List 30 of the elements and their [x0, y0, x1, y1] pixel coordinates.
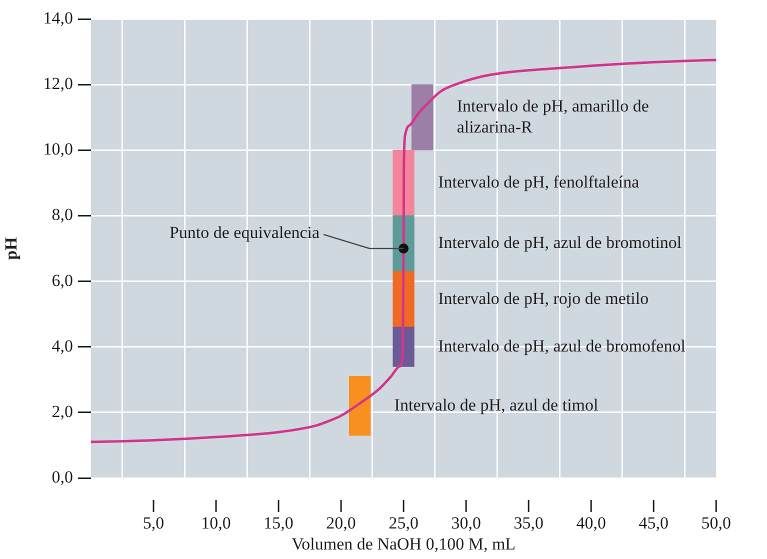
- series-label: Intervalo de pH, rojo de metilo: [438, 288, 649, 308]
- series-label: Intervalo de pH, amarillo de alizarina-R: [456, 96, 649, 136]
- series-label: Intervalo de pH, fenolftaleína: [438, 172, 640, 192]
- x-tick-label: 50,0: [701, 514, 731, 533]
- bar: [411, 84, 434, 150]
- x-tick-label: 30,0: [451, 514, 481, 533]
- series-label: Intervalo de pH, azul de timol: [394, 395, 599, 414]
- x-tick-label: 45,0: [638, 514, 668, 533]
- x-tick-label: 35,0: [514, 514, 544, 533]
- x-tick-label: 40,0: [576, 514, 606, 533]
- x-tick-label: 25,0: [388, 514, 418, 533]
- bar: [348, 376, 371, 436]
- x-tick-label: 10,0: [201, 514, 231, 533]
- x-tick-label: 15,0: [264, 514, 294, 533]
- y-tick-label: 10,0: [43, 140, 73, 159]
- y-tick-label: 4,0: [52, 336, 73, 356]
- series-label: Intervalo de pH, azul de bromofenol: [438, 336, 686, 356]
- y-tick-label: 0,0: [52, 467, 73, 486]
- series-label: Intervalo de pH, azul de bromotinol: [438, 233, 682, 252]
- annotation: Punto de equivalencia: [169, 222, 320, 242]
- y-axis-title: pH: [2, 237, 21, 260]
- x-tick-label: 5,0: [142, 514, 164, 533]
- y-tick-label: 6,0: [52, 270, 73, 290]
- y-tick-label: 12,0: [43, 74, 73, 94]
- y-tick-label: 2,0: [52, 402, 73, 421]
- line-series: [91, 58, 716, 444]
- y-tick-label: 8,0: [52, 205, 73, 224]
- x-tick-label: 20,0: [326, 514, 356, 533]
- x-axis-title: Volumen de NaOH 0,100 M, mL: [292, 534, 516, 554]
- y-tick-label: 14,0: [43, 8, 73, 28]
